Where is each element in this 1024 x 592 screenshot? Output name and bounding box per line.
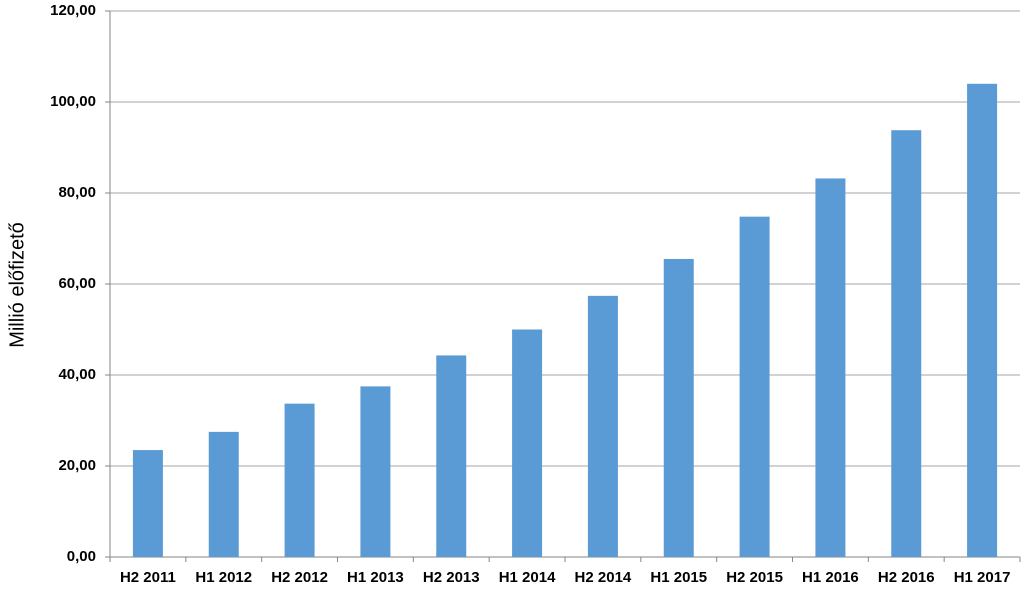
y-tick-label: 20,00 (58, 457, 96, 474)
x-tick-label: H1 2013 (347, 569, 404, 586)
y-axis-label: Millió előfizető (6, 222, 28, 348)
bar (436, 355, 467, 557)
bar (284, 403, 315, 557)
x-tick-label: H2 2014 (575, 569, 632, 586)
x-tick-label: H1 2012 (195, 569, 252, 586)
y-tick-label: 100,00 (50, 93, 96, 110)
bar (360, 386, 391, 557)
x-tick-label: H2 2015 (726, 569, 783, 586)
bar (815, 178, 846, 557)
bar (739, 216, 770, 557)
bar (132, 450, 163, 557)
bar (587, 295, 618, 557)
y-tick-label: 40,00 (58, 366, 96, 383)
x-tick-label: H2 2016 (878, 569, 935, 586)
y-tick-label: 80,00 (58, 184, 96, 201)
x-tick-label: H2 2012 (271, 569, 328, 586)
bar (891, 130, 922, 557)
bar (967, 83, 998, 558)
y-tick-label: 120,00 (50, 2, 96, 19)
y-tick-label: 0,00 (67, 548, 96, 565)
x-tick-label: H2 2013 (423, 569, 480, 586)
bar (512, 329, 543, 557)
x-tick-label: H1 2017 (954, 569, 1011, 586)
x-tick-label: H1 2014 (499, 569, 556, 586)
x-tick-label: H2 2011 (120, 569, 176, 586)
x-tick-label: H1 2016 (802, 569, 859, 586)
x-tick-label: H1 2015 (650, 569, 707, 586)
bar (208, 431, 239, 557)
bar (663, 258, 694, 557)
y-tick-label: 60,00 (58, 275, 96, 292)
